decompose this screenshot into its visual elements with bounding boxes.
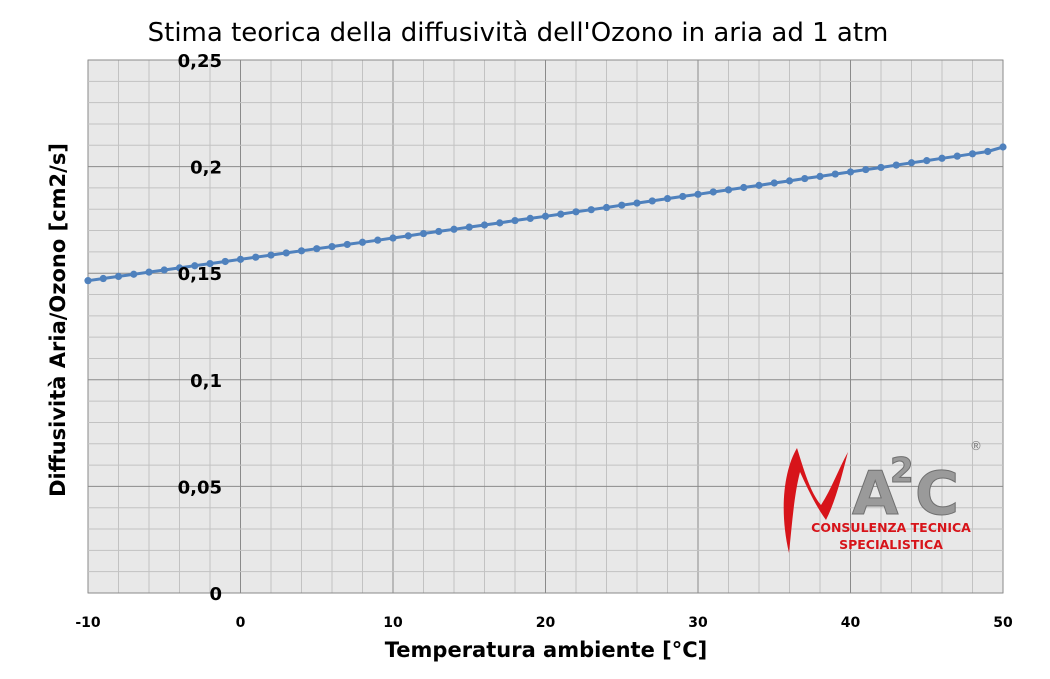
data-point	[191, 262, 199, 270]
data-point	[709, 188, 717, 196]
data-point	[984, 147, 992, 156]
x-tick-label: 50	[993, 615, 1013, 631]
data-point	[313, 245, 321, 253]
data-point	[968, 150, 977, 158]
logo-line-1: CONSULENZA TECNICA	[811, 520, 971, 535]
y-axis-label: Diffusività Aria/Ozono [cm2/s]	[46, 143, 70, 497]
data-point	[999, 143, 1007, 151]
x-tick-label: 40	[841, 615, 861, 631]
data-point	[480, 221, 489, 229]
data-point	[175, 264, 184, 272]
data-point	[953, 152, 961, 160]
data-point	[374, 236, 382, 244]
data-point	[602, 203, 611, 212]
x-tick-label: -10	[75, 615, 101, 631]
data-point	[907, 159, 916, 167]
data-point	[785, 177, 794, 185]
data-point	[328, 242, 336, 251]
data-point	[846, 168, 855, 176]
data-point	[114, 272, 123, 280]
x-axis-label: Temperatura ambiente [°C]	[385, 638, 707, 662]
data-point	[679, 192, 687, 201]
logo-swoosh-icon	[783, 448, 848, 553]
data-point	[419, 229, 428, 238]
data-point	[526, 214, 534, 223]
data-point	[145, 268, 153, 276]
data-point	[236, 255, 245, 263]
data-point	[862, 165, 870, 174]
data-point	[633, 199, 641, 207]
y-tick-label: 0,2	[190, 158, 222, 179]
data-point	[740, 183, 748, 192]
data-point	[770, 179, 778, 187]
data-point	[938, 154, 946, 162]
data-point	[755, 181, 763, 189]
data-point	[404, 232, 412, 240]
data-point	[267, 251, 275, 259]
data-point	[541, 212, 550, 220]
data-point	[99, 274, 107, 283]
data-point	[130, 270, 138, 278]
y-tick-label: 0,1	[190, 371, 222, 392]
data-point	[511, 216, 519, 225]
data-point	[282, 249, 290, 257]
data-point	[892, 161, 900, 169]
data-point	[206, 260, 214, 268]
data-point	[358, 238, 367, 246]
data-point	[343, 240, 351, 249]
x-tick-label: 10	[383, 615, 403, 631]
logo-registered-mark: ®	[970, 439, 982, 453]
y-tick-label: 0	[209, 584, 222, 605]
x-tick-label: 20	[536, 615, 556, 631]
data-point	[450, 225, 458, 233]
data-point	[648, 197, 656, 205]
data-point	[618, 201, 626, 209]
series-layer	[84, 143, 1007, 285]
logo: A2 C ® CONSULENZA TECNICA SPECIALISTICA	[783, 439, 982, 553]
logo-superscript: 2	[890, 451, 914, 491]
data-point	[831, 170, 839, 178]
data-point	[221, 257, 229, 266]
y-tick-label: 0,15	[178, 264, 222, 285]
data-point	[389, 234, 397, 242]
x-tick-label: 0	[236, 615, 246, 631]
data-point	[465, 223, 473, 231]
data-point	[435, 227, 443, 236]
data-point	[252, 253, 260, 261]
x-tick-label: 30	[688, 615, 708, 631]
y-tick-label: 0,05	[178, 477, 222, 498]
data-point	[572, 208, 580, 216]
logo-mark-c: C	[915, 459, 959, 529]
chart-title: Stima teorica della diffusività dell'Ozo…	[148, 18, 889, 48]
data-point	[877, 163, 885, 172]
data-point	[84, 277, 92, 285]
data-point	[724, 186, 733, 194]
logo-line-2: SPECIALISTICA	[839, 537, 943, 552]
data-point	[663, 194, 672, 203]
y-tick-label: 0,25	[178, 51, 222, 72]
data-point	[694, 190, 702, 198]
data-point	[587, 206, 595, 214]
data-point	[801, 174, 809, 183]
data-point	[557, 210, 565, 218]
tick-labels: 0 0,05 0,1 0,15 0,2 0,25 -10 0 10 20 30 40 50	[75, 51, 1013, 631]
data-point	[160, 266, 168, 274]
logo-mark-a: A	[852, 459, 899, 529]
data-point	[297, 247, 306, 255]
data-point	[496, 219, 504, 227]
data-point	[923, 157, 931, 165]
data-point	[816, 172, 824, 181]
grid-lines	[87, 59, 1004, 594]
